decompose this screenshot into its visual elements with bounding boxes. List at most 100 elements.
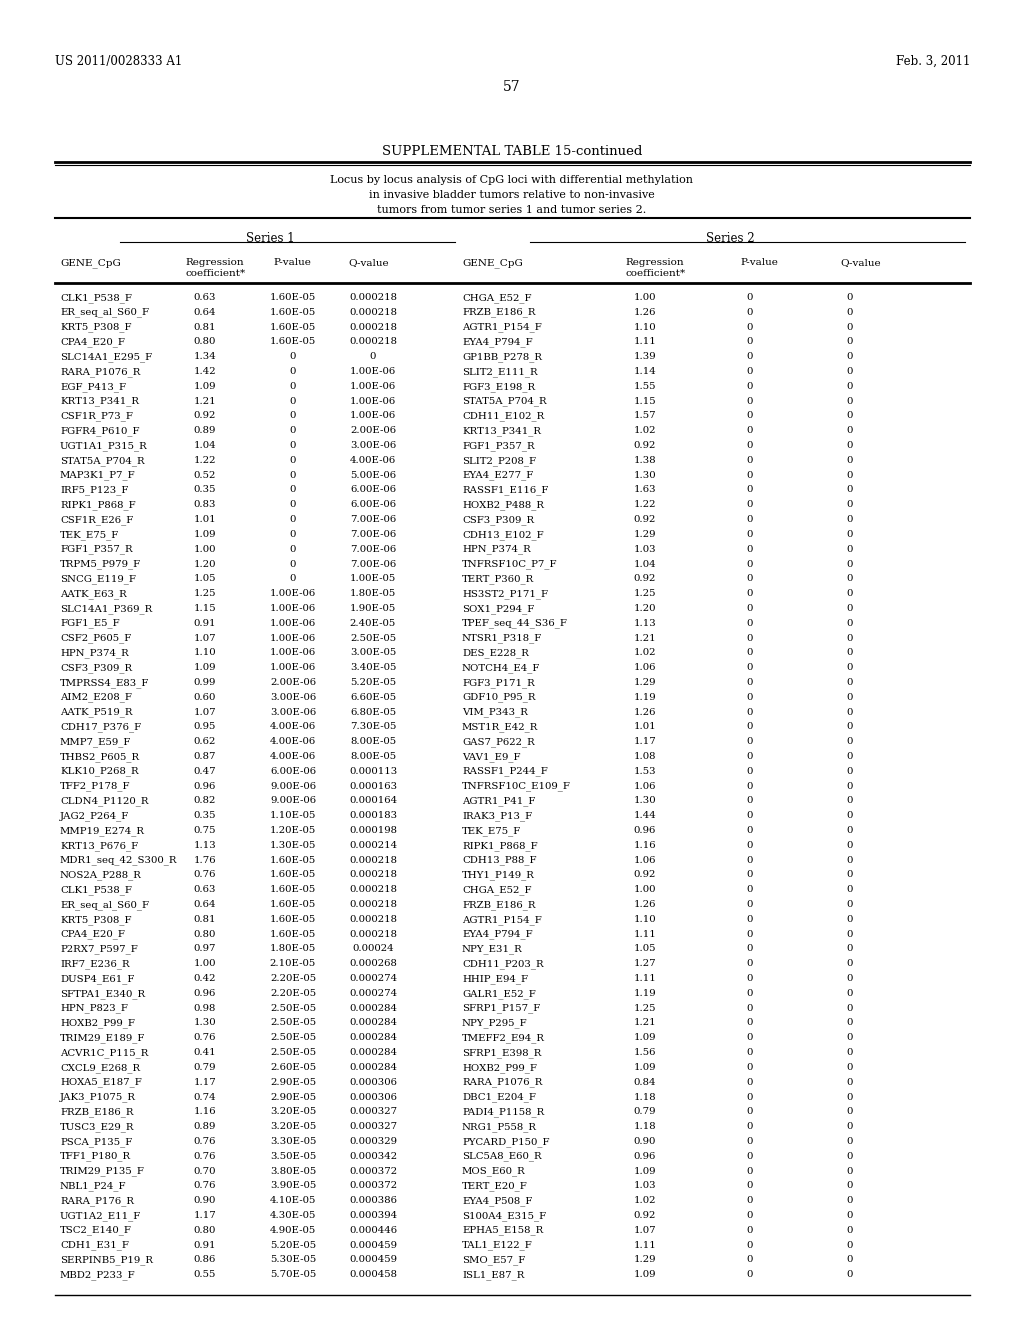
Text: 1.00E-06: 1.00E-06 xyxy=(350,381,396,391)
Text: FRZB_E186_R: FRZB_E186_R xyxy=(462,308,536,318)
Text: 1.10: 1.10 xyxy=(194,648,216,657)
Text: 0: 0 xyxy=(847,1077,853,1086)
Text: HOXA5_E187_F: HOXA5_E187_F xyxy=(60,1077,141,1088)
Text: 1.63: 1.63 xyxy=(634,486,656,495)
Text: S100A4_E315_F: S100A4_E315_F xyxy=(462,1210,546,1221)
Text: HS3ST2_P171_F: HS3ST2_P171_F xyxy=(462,589,548,599)
Text: 0: 0 xyxy=(847,293,853,302)
Text: 2.00E-06: 2.00E-06 xyxy=(270,678,316,686)
Text: PYCARD_P150_F: PYCARD_P150_F xyxy=(462,1137,550,1147)
Text: 0: 0 xyxy=(847,1270,853,1279)
Text: 0.80: 0.80 xyxy=(194,1226,216,1234)
Text: THY1_P149_R: THY1_P149_R xyxy=(462,870,535,880)
Text: MDR1_seq_42_S300_R: MDR1_seq_42_S300_R xyxy=(60,855,177,866)
Text: 0: 0 xyxy=(746,722,754,731)
Text: CDH11_E102_R: CDH11_E102_R xyxy=(462,412,544,421)
Text: 1.04: 1.04 xyxy=(194,441,216,450)
Text: FRZB_E186_R: FRZB_E186_R xyxy=(462,900,536,909)
Text: 0.74: 0.74 xyxy=(194,1093,216,1101)
Text: 7.00E-06: 7.00E-06 xyxy=(350,529,396,539)
Text: 1.15: 1.15 xyxy=(194,605,216,612)
Text: 0.63: 0.63 xyxy=(194,886,216,894)
Text: 2.20E-05: 2.20E-05 xyxy=(270,974,316,983)
Text: 0.000218: 0.000218 xyxy=(349,308,397,317)
Text: 1.07: 1.07 xyxy=(194,708,216,717)
Text: HOXB2_P99_F: HOXB2_P99_F xyxy=(60,1019,135,1028)
Text: 1.13: 1.13 xyxy=(634,619,656,628)
Text: 2.00E-06: 2.00E-06 xyxy=(350,426,396,436)
Text: 1.30: 1.30 xyxy=(194,1019,216,1027)
Text: 0.000218: 0.000218 xyxy=(349,929,397,939)
Text: Series 2: Series 2 xyxy=(706,232,755,246)
Text: JAG2_P264_F: JAG2_P264_F xyxy=(60,812,129,821)
Text: 3.20E-05: 3.20E-05 xyxy=(270,1122,316,1131)
Text: 1.11: 1.11 xyxy=(634,1241,656,1250)
Text: 0: 0 xyxy=(847,722,853,731)
Text: 3.00E-05: 3.00E-05 xyxy=(350,648,396,657)
Text: 0.000394: 0.000394 xyxy=(349,1210,397,1220)
Text: 3.30E-05: 3.30E-05 xyxy=(269,1137,316,1146)
Text: 0: 0 xyxy=(847,826,853,836)
Text: 1.11: 1.11 xyxy=(634,929,656,939)
Text: 1.55: 1.55 xyxy=(634,381,656,391)
Text: 0: 0 xyxy=(847,841,853,850)
Text: 3.00E-06: 3.00E-06 xyxy=(350,441,396,450)
Text: 1.09: 1.09 xyxy=(634,1270,656,1279)
Text: FGF1_E5_F: FGF1_E5_F xyxy=(60,619,120,628)
Text: MMP7_E59_F: MMP7_E59_F xyxy=(60,737,131,747)
Text: 7.00E-06: 7.00E-06 xyxy=(350,515,396,524)
Text: 0: 0 xyxy=(847,796,853,805)
Text: 0: 0 xyxy=(847,396,853,405)
Text: 0: 0 xyxy=(847,1152,853,1160)
Text: 0.96: 0.96 xyxy=(634,826,656,836)
Text: 0.000214: 0.000214 xyxy=(349,841,397,850)
Text: 0.99: 0.99 xyxy=(194,678,216,686)
Text: 0: 0 xyxy=(847,915,853,924)
Text: 0.000218: 0.000218 xyxy=(349,293,397,302)
Text: 0.92: 0.92 xyxy=(634,870,656,879)
Text: 0: 0 xyxy=(746,412,754,421)
Text: 0: 0 xyxy=(847,974,853,983)
Text: AGTR1_P154_F: AGTR1_P154_F xyxy=(462,322,542,333)
Text: SLIT2_E111_R: SLIT2_E111_R xyxy=(462,367,538,376)
Text: 0: 0 xyxy=(746,900,754,909)
Text: 1.00E-06: 1.00E-06 xyxy=(350,412,396,421)
Text: NPY_P295_F: NPY_P295_F xyxy=(462,1019,527,1028)
Text: FGF1_P357_R: FGF1_P357_R xyxy=(60,545,133,554)
Text: 4.00E-06: 4.00E-06 xyxy=(350,455,396,465)
Text: 0: 0 xyxy=(746,663,754,672)
Text: 0: 0 xyxy=(847,515,853,524)
Text: 1.00: 1.00 xyxy=(194,960,216,969)
Text: 0.81: 0.81 xyxy=(194,322,216,331)
Text: ER_seq_al_S60_F: ER_seq_al_S60_F xyxy=(60,308,150,318)
Text: 1.09: 1.09 xyxy=(194,663,216,672)
Text: 0: 0 xyxy=(746,1063,754,1072)
Text: CSF1R_E26_F: CSF1R_E26_F xyxy=(60,515,133,525)
Text: Feb. 3, 2011: Feb. 3, 2011 xyxy=(896,55,970,69)
Text: 1.02: 1.02 xyxy=(634,426,656,436)
Text: 0: 0 xyxy=(847,441,853,450)
Text: 0: 0 xyxy=(746,529,754,539)
Text: 1.38: 1.38 xyxy=(634,455,656,465)
Text: 1.34: 1.34 xyxy=(194,352,216,362)
Text: 0: 0 xyxy=(290,426,296,436)
Text: TERT_P360_R: TERT_P360_R xyxy=(462,574,535,583)
Text: 0.000183: 0.000183 xyxy=(349,812,397,820)
Text: 0: 0 xyxy=(746,737,754,746)
Text: 0: 0 xyxy=(847,1122,853,1131)
Text: 0: 0 xyxy=(847,1093,853,1101)
Text: CDH1_E31_F: CDH1_E31_F xyxy=(60,1241,129,1250)
Text: 3.80E-05: 3.80E-05 xyxy=(270,1167,316,1176)
Text: 0.92: 0.92 xyxy=(194,412,216,421)
Text: 2.50E-05: 2.50E-05 xyxy=(270,1019,316,1027)
Text: 4.90E-05: 4.90E-05 xyxy=(270,1226,316,1234)
Text: GENE_CpG: GENE_CpG xyxy=(462,257,523,268)
Text: 0.00024: 0.00024 xyxy=(352,945,394,953)
Text: 0.84: 0.84 xyxy=(634,1077,656,1086)
Text: UGT1A1_P315_R: UGT1A1_P315_R xyxy=(60,441,147,450)
Text: 3.20E-05: 3.20E-05 xyxy=(270,1107,316,1117)
Text: 0: 0 xyxy=(746,560,754,569)
Text: 0: 0 xyxy=(847,693,853,702)
Text: 0: 0 xyxy=(847,781,853,791)
Text: 0.000372: 0.000372 xyxy=(349,1167,397,1176)
